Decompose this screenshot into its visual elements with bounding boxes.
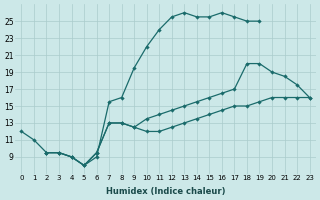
X-axis label: Humidex (Indice chaleur): Humidex (Indice chaleur) xyxy=(106,187,225,196)
